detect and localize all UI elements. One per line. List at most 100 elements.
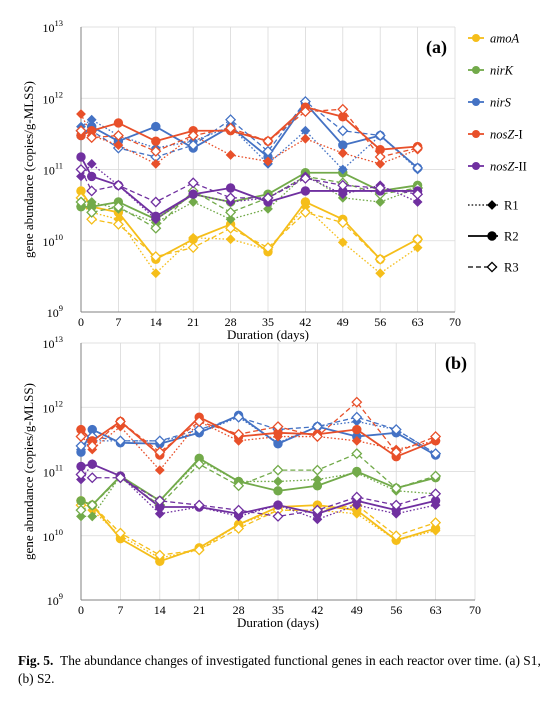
y-axis-label: gene abundance (copies/g-MLSS) [21, 81, 36, 258]
y-axis-label: gene abundance (copies/g-MLSS) [21, 383, 36, 560]
panel-label-b: (b) [445, 353, 467, 374]
y-tick-base: 10 [43, 401, 55, 415]
data-point-nosZI-R3 [262, 135, 274, 147]
x-tick-label: 49 [351, 603, 363, 617]
data-point-amoA-R3 [233, 522, 245, 534]
data-point-nosZI-R3 [187, 129, 199, 142]
data-point-nosZII-R2 [76, 152, 86, 162]
data-point-nosZII-R2 [225, 183, 236, 193]
series-line-nirS-R1 [80, 416, 436, 455]
x-tick-label: 21 [187, 315, 199, 329]
data-point-nosZII-R3 [390, 499, 402, 511]
data-point-amoA-R3 [112, 218, 124, 230]
y-tick-label: 1010 [43, 232, 64, 249]
legend-label-italic: nosZ [490, 128, 515, 142]
y-tick-base: 10 [47, 594, 59, 608]
x-tick-label: 7 [117, 603, 123, 617]
y-tick-base: 10 [43, 164, 55, 178]
y-tick-exponent: 10 [55, 232, 64, 242]
data-point-nosZII-R3 [75, 468, 87, 480]
data-point-nosZI-R3 [193, 415, 205, 428]
data-point-nosZII-R2 [86, 171, 97, 182]
y-tick-exponent: 12 [55, 398, 64, 408]
y-tick-exponent: 13 [55, 18, 64, 28]
y-tick-exponent: 12 [55, 89, 64, 99]
data-point-nosZII-R3 [311, 504, 323, 516]
data-point-nosZI-R3 [299, 106, 311, 118]
data-point-nosZI-R3 [114, 415, 126, 428]
data-point-nosZII-R3 [430, 488, 442, 500]
data-point-nosZII-R3 [86, 472, 98, 484]
caption-text: The abundance changes of investigated fu… [18, 653, 541, 686]
data-point-nosZI-R3 [86, 132, 98, 144]
y-tick-base: 10 [43, 530, 55, 544]
data-point-nirS-R3 [262, 145, 274, 157]
data-point-amoA-R1 [375, 268, 386, 279]
x-tick-label: 21 [193, 603, 205, 617]
data-point-nirK-R1 [225, 214, 236, 225]
data-point-amoA-R3 [337, 217, 349, 229]
x-tick-label: 63 [430, 603, 442, 617]
data-point-nirK-R2 [273, 486, 283, 496]
data-point-nirK-R1 [273, 476, 283, 487]
series-line-amoA-R3 [80, 197, 418, 260]
data-point-nirS-R3 [193, 424, 205, 436]
data-point-nosZI-R3 [233, 428, 245, 440]
data-point-nirK-R3 [225, 206, 237, 218]
y-tick-base: 10 [47, 306, 59, 320]
data-point-nosZI-R2 [113, 118, 124, 128]
data-point-nosZI-R1 [351, 435, 362, 446]
legend-label-suffix: -I [514, 128, 522, 142]
y-tick-exponent: 13 [55, 334, 64, 344]
data-point-nosZI-R2 [151, 136, 161, 146]
data-point-amoA-R1 [225, 234, 236, 245]
data-point-amoA-R3 [225, 222, 237, 234]
data-point-nirK-R1 [87, 511, 98, 522]
data-point-amoA-R1 [337, 237, 348, 248]
data-point-nosZI-R3 [154, 446, 166, 458]
x-tick-label: 35 [272, 603, 284, 617]
x-axis-label: Duration (days) [227, 327, 309, 342]
series-line-nosZII-R3 [80, 169, 418, 203]
data-point-nosZI-R1 [225, 150, 236, 160]
data-point-nosZII-R3 [114, 472, 126, 484]
data-point-nosZII-R1 [76, 171, 86, 182]
x-tick-label: 28 [225, 315, 237, 329]
data-point-nosZII-R1 [412, 197, 423, 207]
data-point-nirK-R3 [233, 480, 245, 492]
y-tick-label: 1013 [43, 18, 64, 35]
y-tick-exponent: 9 [59, 303, 63, 313]
data-point-nosZII-R3 [150, 196, 162, 208]
data-point-nirK-R2 [312, 481, 323, 491]
data-point-nosZII-R3 [187, 177, 199, 189]
x-tick-label: 35 [262, 315, 274, 329]
data-point-nirS-R3 [337, 125, 349, 137]
data-point-nirK-R3 [112, 201, 124, 213]
data-point-nirK-R3 [86, 206, 98, 218]
data-point-nosZII-R3 [225, 192, 237, 204]
data-point-nirK-R3 [75, 504, 87, 516]
legend-marker-amoA [472, 34, 480, 42]
data-point-nosZII-R2 [300, 186, 311, 196]
data-point-nosZI-R1 [300, 133, 311, 144]
x-tick-label: 63 [412, 315, 424, 329]
y-tick-exponent: 11 [55, 463, 63, 473]
data-point-nirS-R2 [151, 121, 161, 132]
data-point-amoA-R3 [154, 549, 166, 561]
data-point-nosZI-R1 [263, 156, 273, 167]
y-tick-label: 1011 [43, 463, 63, 480]
y-tick-exponent: 9 [59, 591, 63, 601]
legend-marker-nirS [472, 98, 480, 106]
data-point-nosZI-R3 [390, 446, 402, 458]
x-tick-label: 0 [78, 315, 84, 329]
y-tick-label: 109 [47, 303, 63, 320]
data-point-nirS-R3 [187, 139, 199, 151]
data-point-nirK-R3 [311, 464, 323, 476]
data-point-nirK-R3 [390, 482, 402, 494]
legend-label-nirK: nirK [490, 64, 514, 78]
x-tick-label: 70 [469, 603, 481, 617]
data-point-nosZII-R3 [193, 499, 205, 511]
x-tick-label: 0 [78, 603, 84, 617]
data-point-nosZII-R2 [273, 500, 283, 510]
panel-label-a: (a) [426, 37, 447, 58]
